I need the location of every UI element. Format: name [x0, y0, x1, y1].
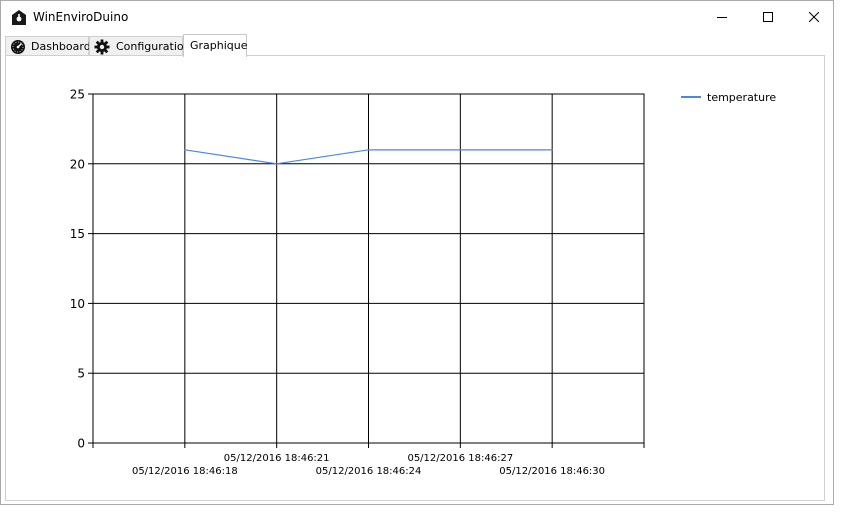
tab-dashboard[interactable]: Dashboard: [5, 36, 91, 56]
app-logo-icon: [11, 9, 27, 26]
close-button[interactable]: [791, 1, 837, 33]
y-tick-label: 20: [70, 157, 85, 171]
x-tick-label: 05/12/2016 18:46:30: [499, 466, 605, 477]
tab-graphique[interactable]: Graphique: [183, 34, 248, 57]
y-tick-label: 10: [70, 297, 85, 311]
tab-configuration-label: Configuration: [116, 40, 191, 53]
x-tick-label: 05/12/2016 18:46:24: [316, 466, 422, 477]
temperature-chart: 0 5 10 15 20 25 05/12/2016 18:46:18 05/12/2016 …: [70, 88, 777, 478]
minimize-button[interactable]: [699, 1, 745, 33]
gauge-icon: [10, 39, 26, 55]
tab-strip: Dashboard: [3, 34, 831, 57]
data-point: [551, 149, 553, 151]
x-tick-label: 05/12/2016 18:46:18: [132, 466, 238, 477]
title-bar[interactable]: WinEnviroDuino: [1, 1, 833, 33]
minimize-icon: [717, 17, 727, 18]
tab-dashboard-label: Dashboard: [31, 40, 91, 53]
data-point: [367, 149, 370, 151]
x-tick-label: 05/12/2016 18:46:27: [407, 453, 513, 464]
data-point: [184, 149, 186, 151]
y-tick-label: 25: [70, 88, 85, 102]
tab-graphique-label: Graphique: [190, 39, 248, 52]
x-tick-label: 05/12/2016 18:46:21: [224, 453, 330, 464]
app-window: WinEnviroDuino: [0, 0, 834, 505]
tab-configuration[interactable]: Configuration: [89, 36, 191, 56]
maximize-button[interactable]: [745, 1, 791, 33]
data-point: [459, 149, 461, 151]
close-icon: [809, 12, 819, 22]
data-point: [276, 163, 278, 165]
maximize-icon: [763, 12, 773, 22]
window-title: WinEnviroDuino: [33, 10, 129, 24]
y-tick-label: 0: [77, 437, 85, 451]
legend-label: temperature: [707, 91, 776, 104]
y-tick-label: 5: [77, 367, 85, 381]
graphique-panel: 0 5 10 15 20 25 05/12/2016 18:46:18 05/12/2016 …: [5, 55, 825, 501]
gear-icon: [94, 39, 110, 55]
y-tick-label: 15: [70, 227, 85, 241]
